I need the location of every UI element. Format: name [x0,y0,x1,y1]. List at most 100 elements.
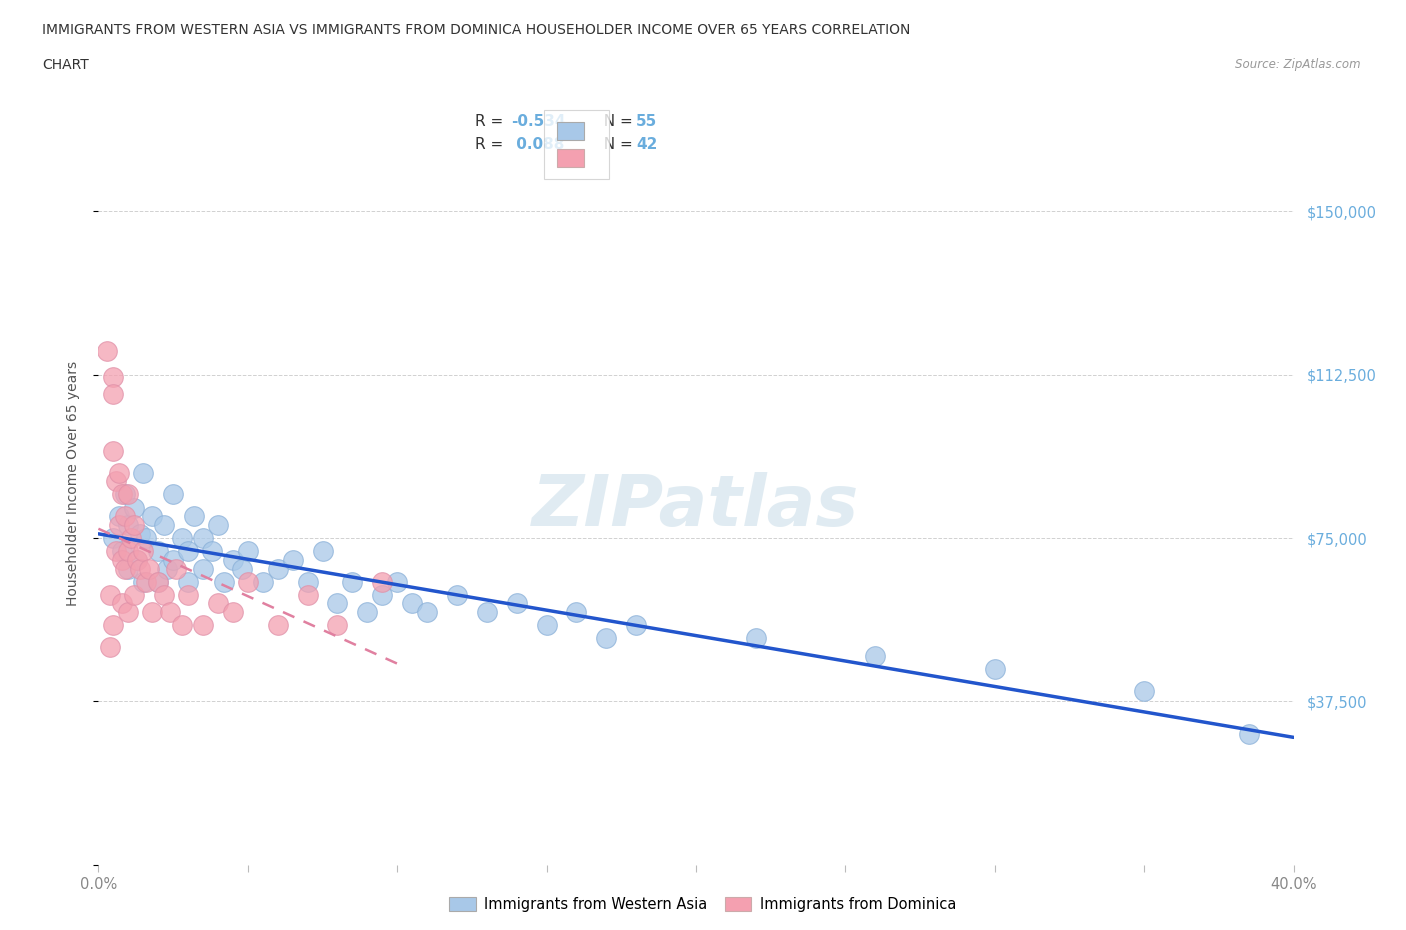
Text: R =: R = [475,113,508,128]
Point [177,587,200,602]
Point [124,518,146,533]
Point [172,531,194,546]
Point [191,618,214,632]
Point [132,544,155,559]
Point [138,561,160,576]
Point [105,544,128,559]
Text: 42: 42 [637,137,658,152]
Point [120,531,142,546]
Point [311,544,333,559]
Point [297,574,319,589]
Text: Source: ZipAtlas.com: Source: ZipAtlas.com [1236,58,1361,71]
Point [124,500,146,515]
Point [100,587,122,602]
Point [236,574,259,589]
Text: N =: N = [595,137,638,152]
Point [183,509,205,524]
Point [191,561,214,576]
Point [231,561,253,576]
Text: R =: R = [475,137,508,152]
Point [162,552,184,567]
Point [129,526,152,541]
Point [745,631,768,645]
Point [267,618,290,632]
Point [162,487,184,502]
Text: -0.534: -0.534 [510,113,565,128]
Point [103,444,125,458]
Point [177,544,200,559]
Point [100,640,122,655]
Point [117,487,139,502]
Legend: , : , [544,110,609,179]
Point [96,343,118,358]
Point [103,369,125,384]
Point [342,574,364,589]
Point [127,552,149,567]
Point [148,544,170,559]
Point [595,631,617,645]
Point [191,531,214,546]
Point [401,596,423,611]
Point [416,604,439,619]
Point [108,518,131,533]
Point [222,604,245,619]
Text: IMMIGRANTS FROM WESTERN ASIA VS IMMIGRANTS FROM DOMINICA HOUSEHOLDER INCOME OVER: IMMIGRANTS FROM WESTERN ASIA VS IMMIGRAN… [42,23,911,37]
Point [865,648,887,663]
Point [141,509,163,524]
Point [111,487,134,502]
Point [536,618,558,632]
Point [212,574,235,589]
Point [135,574,157,589]
Point [156,561,179,576]
Point [326,596,349,611]
Point [117,518,139,533]
Point [148,574,170,589]
Point [177,574,200,589]
Text: 0.088: 0.088 [510,137,564,152]
Point [201,544,224,559]
Point [129,561,152,576]
Point [135,531,157,546]
Point [267,561,290,576]
Text: ZIPatlas: ZIPatlas [533,472,859,541]
Point [114,509,136,524]
Point [565,604,588,619]
Point [159,604,181,619]
Point [153,518,176,533]
Legend: Immigrants from Western Asia, Immigrants from Dominica: Immigrants from Western Asia, Immigrants… [444,891,962,918]
Point [356,604,378,619]
Point [103,387,125,402]
Point [141,604,163,619]
Point [153,587,176,602]
Point [132,574,155,589]
Point [1133,684,1156,698]
Point [207,518,229,533]
Point [281,552,304,567]
Point [117,544,139,559]
Point [103,531,125,546]
Point [172,618,194,632]
Text: CHART: CHART [42,58,89,72]
Text: 55: 55 [637,113,658,128]
Point [385,574,409,589]
Point [148,574,170,589]
Point [326,618,349,632]
Point [127,552,149,567]
Point [475,604,498,619]
Y-axis label: Householder Income Over 65 years: Householder Income Over 65 years [66,361,80,606]
Point [124,587,146,602]
Point [506,596,529,611]
Point [111,552,134,567]
Point [371,574,394,589]
Point [207,596,229,611]
Point [111,596,134,611]
Point [626,618,648,632]
Point [222,552,245,567]
Point [117,561,139,576]
Point [114,561,136,576]
Point [103,618,125,632]
Point [236,544,259,559]
Point [108,465,131,480]
Point [111,544,134,559]
Point [984,661,1007,676]
